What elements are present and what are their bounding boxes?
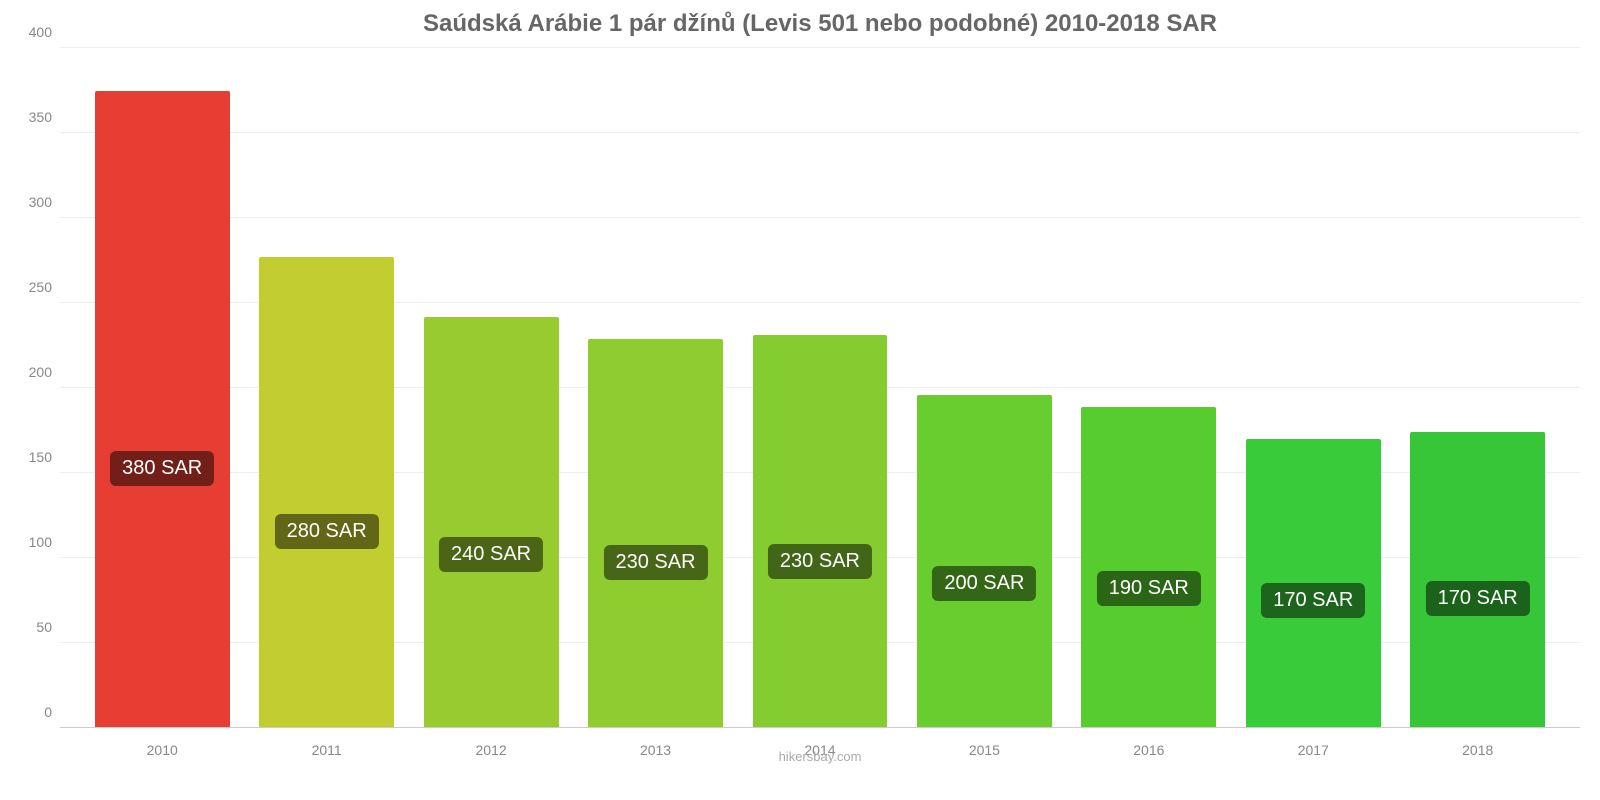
chart-container: Saúdská Arábie 1 pár džínů (Levis 501 ne…: [60, 10, 1580, 770]
y-tick: 100: [29, 534, 52, 550]
bars-group: 380 SAR 280 SAR 240 SAR 230 SAR 230 SAR 200 S…: [60, 48, 1580, 728]
y-tick: 50: [36, 619, 52, 635]
x-tick: 2013: [573, 742, 737, 758]
bar: 230 SAR: [588, 339, 723, 728]
bar: 380 SAR: [95, 91, 230, 729]
y-axis: 050100150200250300350400: [20, 48, 60, 728]
y-tick: 200: [29, 364, 52, 380]
bar-slot: 280 SAR: [244, 48, 408, 728]
y-tick: 250: [29, 279, 52, 295]
x-tick: 2015: [902, 742, 1066, 758]
y-tick: 300: [29, 194, 52, 210]
bar: 230 SAR: [753, 335, 888, 728]
plot-area: 050100150200250300350400 380 SAR280 SAR2…: [60, 48, 1580, 728]
bar-value-label: 170 SAR: [1261, 583, 1365, 618]
bar-value-label: 280 SAR: [275, 514, 379, 549]
bar: 200 SAR: [917, 395, 1052, 728]
bar-value-label: 240 SAR: [439, 537, 543, 572]
baseline: [60, 727, 1580, 728]
bar: 190 SAR: [1081, 407, 1216, 728]
x-tick: 2018: [1396, 742, 1560, 758]
bar: 240 SAR: [424, 317, 559, 728]
x-tick: 2016: [1067, 742, 1231, 758]
bar-slot: 170 SAR: [1396, 48, 1560, 728]
y-tick: 150: [29, 449, 52, 465]
bar-slot: 380 SAR: [80, 48, 244, 728]
y-tick: 400: [29, 24, 52, 40]
bar-slot: 230 SAR: [573, 48, 737, 728]
bar-value-label: 230 SAR: [603, 545, 707, 580]
bar-slot: 200 SAR: [902, 48, 1066, 728]
bar-value-label: 380 SAR: [110, 451, 214, 486]
x-tick: 2011: [244, 742, 408, 758]
bar-slot: 190 SAR: [1067, 48, 1231, 728]
bar-value-label: 190 SAR: [1097, 571, 1201, 606]
bar: 280 SAR: [259, 257, 394, 728]
attribution: hikersbay.com: [779, 749, 862, 764]
x-tick: 2010: [80, 742, 244, 758]
chart-title: Saúdská Arábie 1 pár džínů (Levis 501 ne…: [60, 10, 1580, 38]
x-tick: 2012: [409, 742, 573, 758]
bar: 170 SAR: [1410, 432, 1545, 728]
y-tick: 0: [44, 704, 52, 720]
bar-value-label: 170 SAR: [1426, 581, 1530, 616]
bar-slot: 230 SAR: [738, 48, 902, 728]
bar: 170 SAR: [1246, 439, 1381, 728]
x-tick: 2017: [1231, 742, 1395, 758]
bar-value-label: 230 SAR: [768, 544, 872, 579]
bar-value-label: 200 SAR: [932, 566, 1036, 601]
bar-slot: 240 SAR: [409, 48, 573, 728]
bar-slot: 170 SAR: [1231, 48, 1395, 728]
y-tick: 350: [29, 109, 52, 125]
